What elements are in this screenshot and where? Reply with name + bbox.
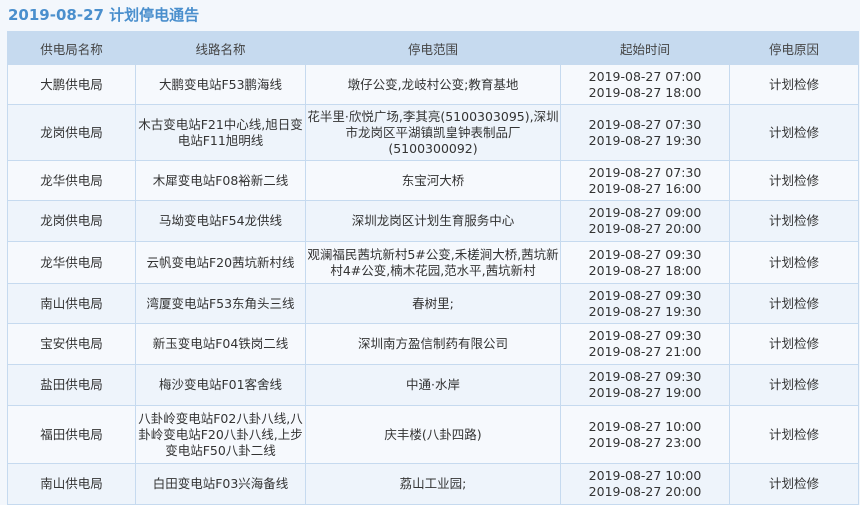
line-cell: 大鹏变电站F53鹏海线 — [135, 64, 306, 105]
reason-cell: 计划检修 — [729, 64, 859, 105]
range-cell: 春树里; — [305, 283, 561, 324]
bureau-cell: 龙岗供电局 — [7, 200, 136, 242]
table-row: 盐田供电局 梅沙变电站F01客舍线 中通·水岸 2019-08-27 09:30 201… — [7, 364, 859, 406]
col-reason: 停电原因 — [729, 31, 859, 65]
range-cell: 花半里·欣悦广场,李其亮(5100303095),深圳市龙岗区平湖镇凯皇钟表制品… — [305, 104, 561, 161]
table-row: 南山供电局 湾厦变电站F53东角头三线 春树里; 2019-08-27 09:30 20… — [7, 283, 859, 324]
table-row: 大鹏供电局 大鹏变电站F53鹏海线 墩仔公变,龙岐村公变;教育基地 2019-08-2… — [7, 64, 859, 105]
start-time: 2019-08-27 09:30 — [588, 328, 702, 343]
start-time: 2019-08-27 09:00 — [588, 205, 702, 220]
time-cell: 2019-08-27 09:30 2019-08-27 19:30 — [560, 283, 730, 324]
reason-cell: 计划检修 — [729, 241, 859, 284]
end-time: 2019-08-27 18:00 — [588, 84, 702, 100]
start-time: 2019-08-27 10:00 — [588, 468, 702, 483]
start-time: 2019-08-27 10:00 — [588, 418, 702, 434]
range-cell: 东宝河大桥 — [305, 160, 561, 201]
bureau-cell: 福田供电局 — [7, 405, 136, 464]
start-time: 2019-08-27 07:30 — [588, 116, 702, 132]
start-time: 2019-08-27 07:00 — [588, 68, 702, 84]
line-cell: 马坳变电站F54龙供线 — [135, 200, 306, 242]
range-cell: 荔山工业园; — [305, 463, 561, 505]
reason-cell: 计划检修 — [729, 364, 859, 406]
range-cell: 深圳南方盈信制药有限公司 — [305, 323, 561, 365]
start-time: 2019-08-27 09:30 — [588, 287, 702, 303]
start-time: 2019-08-27 09:30 — [588, 369, 702, 384]
reason-cell: 计划检修 — [729, 463, 859, 505]
col-range: 停电范围 — [305, 31, 561, 65]
bureau-cell: 龙华供电局 — [7, 160, 136, 201]
line-cell: 白田变电站F03兴海备线 — [135, 463, 306, 505]
table-row: 龙华供电局 木犀变电站F08裕新二线 东宝河大桥 2019-08-27 07:30 20… — [7, 160, 859, 201]
start-time: 2019-08-27 09:30 — [588, 246, 702, 262]
range-text: 观澜福民茜坑新村5#公变,禾槎涧大桥,茜坑新村4#公变,楠木花园,范水平,茜坑新… — [307, 246, 559, 278]
end-time: 2019-08-27 19:30 — [588, 132, 702, 148]
end-time: 2019-08-27 19:00 — [588, 385, 702, 400]
bureau-cell: 龙华供电局 — [7, 241, 136, 284]
range-text: 东宝河大桥 — [401, 172, 465, 188]
range-text: 深圳龙岗区计划生育服务中心 — [351, 213, 515, 228]
start-time: 2019-08-27 07:30 — [588, 164, 702, 180]
bureau-cell: 龙岗供电局 — [7, 104, 136, 161]
outage-table: 供电局名称 线路名称 停电范围 起始时间 停电原因 大鹏供电局 大鹏变电站F53鹏… — [7, 31, 859, 505]
reason-cell: 计划检修 — [729, 104, 859, 161]
reason-cell: 计划检修 — [729, 283, 859, 324]
table-row: 福田供电局 八卦岭变电站F02八卦八线,八卦岭变电站F20八卦八线,上步变电站F5… — [7, 405, 859, 464]
line-cell: 新玉变电站F04铁岗二线 — [135, 323, 306, 365]
table-header: 供电局名称 线路名称 停电范围 起始时间 停电原因 — [7, 31, 859, 65]
table-row: 南山供电局 白田变电站F03兴海备线 荔山工业园; 2019-08-27 10:00 2… — [7, 463, 859, 505]
bureau-cell: 南山供电局 — [7, 283, 136, 324]
col-time: 起始时间 — [560, 31, 730, 65]
time-cell: 2019-08-27 07:30 2019-08-27 19:30 — [560, 104, 730, 161]
end-time: 2019-08-27 20:00 — [588, 484, 702, 499]
time-cell: 2019-08-27 09:30 2019-08-27 19:00 — [560, 364, 730, 406]
time-cell: 2019-08-27 10:00 2019-08-27 23:00 — [560, 405, 730, 464]
range-cell: 庆丰楼(八卦四路) — [305, 405, 561, 464]
bureau-cell: 宝安供电局 — [7, 323, 136, 365]
page-title: 2019-08-27 计划停电通告 — [8, 6, 200, 24]
time-cell: 2019-08-27 10:00 2019-08-27 20:00 — [560, 463, 730, 505]
range-cell: 深圳龙岗区计划生育服务中心 — [305, 200, 561, 242]
range-text: 春树里; — [412, 295, 454, 311]
end-time: 2019-08-27 16:00 — [588, 180, 702, 196]
bureau-cell: 大鹏供电局 — [7, 64, 136, 105]
time-cell: 2019-08-27 09:30 2019-08-27 21:00 — [560, 323, 730, 365]
time-cell: 2019-08-27 09:00 2019-08-27 20:00 — [560, 200, 730, 242]
table-row: 宝安供电局 新玉变电站F04铁岗二线 深圳南方盈信制药有限公司 2019-08-27 … — [7, 323, 859, 365]
range-text: 墩仔公变,龙岐村公变;教育基地 — [347, 76, 519, 92]
table-row: 龙岗供电局 马坳变电站F54龙供线 深圳龙岗区计划生育服务中心 2019-08-27 … — [7, 200, 859, 242]
range-cell: 中通·水岸 — [305, 364, 561, 406]
table-row: 龙华供电局 云帆变电站F20茜坑新村线 观澜福民茜坑新村5#公变,禾槎涧大桥,茜坑新… — [7, 241, 859, 284]
line-cell: 梅沙变电站F01客舍线 — [135, 364, 306, 406]
end-time: 2019-08-27 20:00 — [588, 221, 702, 236]
range-cell: 观澜福民茜坑新村5#公变,禾槎涧大桥,茜坑新村4#公变,楠木花园,范水平,茜坑新… — [305, 241, 561, 284]
end-time: 2019-08-27 18:00 — [588, 262, 702, 278]
end-time: 2019-08-27 19:30 — [588, 303, 702, 319]
reason-cell: 计划检修 — [729, 160, 859, 201]
range-cell: 墩仔公变,龙岐村公变;教育基地 — [305, 64, 561, 105]
bureau-cell: 南山供电局 — [7, 463, 136, 505]
range-text: 荔山工业园; — [399, 476, 467, 491]
range-text: 中通·水岸 — [406, 377, 460, 392]
table-row: 龙岗供电局 木古变电站F21中心线,旭日变电站F11旭明线 花半里·欣悦广场,李其亮… — [7, 104, 859, 161]
end-time: 2019-08-27 23:00 — [588, 434, 702, 450]
range-text: 花半里·欣悦广场,李其亮(5100303095),深圳市龙岗区平湖镇凯皇钟表制品… — [307, 108, 559, 156]
line-cell: 云帆变电站F20茜坑新村线 — [135, 241, 306, 284]
reason-cell: 计划检修 — [729, 200, 859, 242]
range-text: 深圳南方盈信制药有限公司 — [357, 336, 508, 351]
time-cell: 2019-08-27 09:30 2019-08-27 18:00 — [560, 241, 730, 284]
line-cell: 湾厦变电站F53东角头三线 — [135, 283, 306, 324]
reason-cell: 计划检修 — [729, 405, 859, 464]
line-cell: 木犀变电站F08裕新二线 — [135, 160, 306, 201]
col-bureau: 供电局名称 — [7, 31, 136, 65]
line-cell: 八卦岭变电站F02八卦八线,八卦岭变电站F20八卦八线,上步变电站F50八卦二线 — [135, 405, 306, 464]
line-cell: 木古变电站F21中心线,旭日变电站F11旭明线 — [135, 104, 306, 161]
time-cell: 2019-08-27 07:00 2019-08-27 18:00 — [560, 64, 730, 105]
col-line: 线路名称 — [135, 31, 306, 65]
end-time: 2019-08-27 21:00 — [588, 344, 702, 359]
reason-cell: 计划检修 — [729, 323, 859, 365]
time-cell: 2019-08-27 07:30 2019-08-27 16:00 — [560, 160, 730, 201]
range-text: 庆丰楼(八卦四路) — [384, 426, 482, 442]
bureau-cell: 盐田供电局 — [7, 364, 136, 406]
